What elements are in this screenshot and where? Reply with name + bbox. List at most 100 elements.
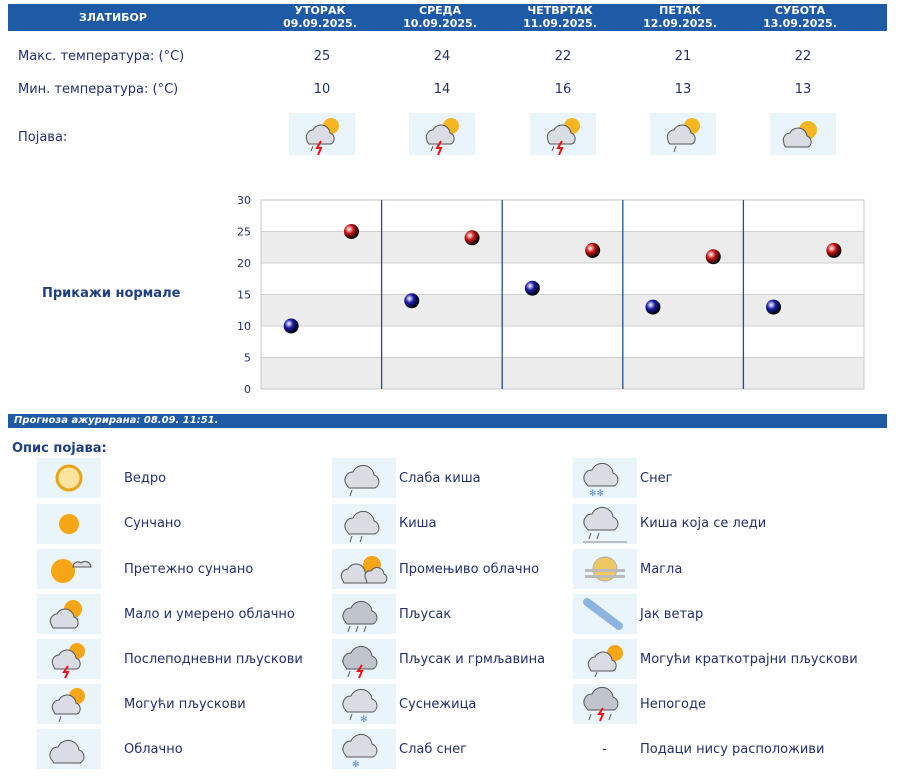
updated-bar: Прогноза ажурирана: 08.09. 11:51. — [8, 414, 887, 428]
legend-label: Послеподневни пљускови — [124, 652, 303, 667]
mostly-sunny-icon — [37, 549, 101, 589]
legend-label: Киша која се леди — [640, 516, 767, 531]
strong-wind-icon — [573, 594, 637, 634]
chart-point — [585, 242, 601, 258]
possible-showers-icon — [37, 684, 101, 724]
max-temp-value: 25 — [313, 49, 331, 64]
chart-points — [283, 224, 842, 334]
freezing-rain-icon — [573, 504, 637, 544]
day-date: 12.09.2025. — [643, 17, 717, 30]
chart-point — [766, 299, 782, 315]
legend-title: Опис појава: — [12, 441, 107, 456]
chart-band — [261, 200, 864, 232]
y-tick-label: 25 — [237, 226, 251, 239]
legend-label: Магла — [640, 562, 683, 577]
max-temp-value: 22 — [554, 49, 572, 64]
storm-icon — [573, 684, 637, 724]
afternoon-showers-icon — [289, 113, 355, 155]
legend-label: Мало и умерено облачно — [124, 607, 295, 622]
cloudy-icon — [37, 729, 101, 769]
y-tick-label: 0 — [244, 383, 251, 396]
legend-label: Ведро — [124, 471, 167, 486]
no-data-dash: - — [602, 742, 607, 757]
y-tick-label: 5 — [244, 352, 251, 365]
variable-cloudy-icon — [332, 549, 396, 589]
chart-point — [283, 318, 299, 334]
day-date: 10.09.2025. — [403, 17, 477, 30]
chart-band — [261, 263, 864, 295]
day-name: УТОРАК — [294, 4, 346, 17]
legend-label: Суснежица — [399, 697, 477, 712]
max-temp-value: 24 — [433, 49, 451, 64]
rain-icon — [332, 504, 396, 544]
y-tick-label: 10 — [237, 320, 251, 333]
forecast-header: ЗЛАТИБОР УТОРАК 09.09.2025. СРЕДА 10.09.… — [8, 4, 887, 31]
chart-point — [343, 224, 359, 239]
legend-label: Промењиво облачно — [399, 562, 540, 577]
day-name: СРЕДА — [419, 4, 461, 17]
y-tick-label: 15 — [237, 289, 251, 302]
partly-cloudy-icon — [770, 113, 836, 155]
legend-label: Слаба киша — [399, 471, 481, 486]
day-header: УТОРАК 09.09.2025. — [270, 4, 370, 31]
thunder-shower-icon — [332, 639, 396, 679]
clear-sky-icon — [37, 458, 101, 498]
day-date: 11.09.2025. — [523, 17, 597, 30]
temperature-chart: 30 25 20 15 10 5 0 — [237, 194, 865, 396]
fog-icon — [573, 549, 637, 589]
day-date: 13.09.2025. — [763, 17, 837, 30]
legend-label: Снег — [640, 471, 673, 486]
min-temp-value: 13 — [794, 82, 812, 97]
shower-icon — [332, 594, 396, 634]
chart-y-ticks: 30 25 20 15 10 5 0 — [237, 194, 251, 396]
max-temp-value: 21 — [674, 49, 692, 64]
chart-point — [524, 280, 540, 296]
min-temp-value: 13 — [674, 82, 692, 97]
sleet-icon: ✻ — [332, 684, 396, 724]
svg-text:✻: ✻ — [360, 715, 368, 724]
chart-point — [705, 249, 721, 265]
possible-showers-icon — [650, 113, 716, 155]
phenomenon-label: Појава: — [18, 130, 68, 145]
legend-label: Пљусак и грмљавина — [399, 652, 546, 667]
min-temp-value: 16 — [554, 82, 572, 97]
min-temp-value: 14 — [433, 82, 451, 97]
chart-frame — [260, 199, 865, 390]
max-temp-value: 22 — [794, 49, 812, 64]
legend-label: Јак ветар — [640, 607, 704, 622]
chart-band — [261, 326, 864, 358]
chart-band — [261, 294, 864, 326]
short-showers-icon — [573, 639, 637, 679]
show-normals-link[interactable]: Прикажи нормале — [42, 286, 181, 301]
legend-label: Киша — [399, 516, 437, 531]
min-temp-value: 10 — [313, 82, 331, 97]
chart-point — [645, 299, 661, 315]
legend-label: Сунчано — [124, 516, 182, 531]
legend-label: Могући краткотрајни пљускови — [640, 652, 858, 667]
legend-label: Пљусак — [399, 607, 452, 622]
legend-label: Претежно сунчано — [124, 562, 254, 577]
afternoon-showers-icon — [530, 113, 596, 155]
max-temp-label: Макс. температура: (°C) — [18, 49, 185, 64]
light-rain-icon — [332, 458, 396, 498]
day-date: 09.09.2025. — [283, 17, 357, 30]
partly-cloudy-small-icon — [37, 594, 101, 634]
day-header: ЧЕТВРТАК 11.09.2025. — [510, 4, 610, 31]
afternoon-showers-icon — [37, 639, 101, 679]
min-temp-label: Мин. температура: (°C) — [18, 82, 179, 97]
city-name: ЗЛАТИБОР — [79, 11, 147, 24]
chart-point — [464, 230, 480, 246]
day-header: ПЕТАК 12.09.2025. — [630, 4, 730, 31]
afternoon-showers-icon — [409, 113, 475, 155]
chart-point — [826, 242, 842, 258]
legend-label: Непогоде — [640, 697, 706, 712]
sunny-icon — [37, 504, 101, 544]
y-tick-label: 20 — [237, 257, 251, 270]
chart-point — [404, 293, 420, 309]
y-tick-label: 30 — [237, 194, 251, 207]
day-name: ПЕТАК — [659, 4, 701, 17]
day-header: СРЕДА 10.09.2025. — [390, 4, 490, 31]
day-name: СУБОТА — [774, 4, 826, 17]
legend-label: Подаци нису расположиви — [640, 742, 825, 757]
svg-text:✻: ✻ — [352, 760, 360, 769]
